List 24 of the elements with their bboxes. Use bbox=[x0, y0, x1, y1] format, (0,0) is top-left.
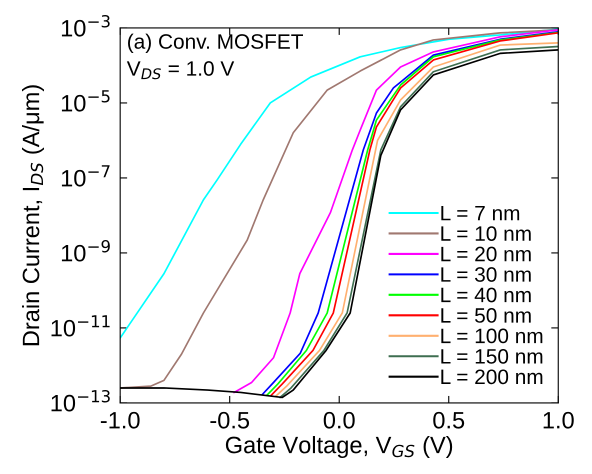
legend-label: L = 200 nm bbox=[441, 369, 542, 384]
legend-label: L = 40 nm bbox=[441, 288, 531, 302]
y-tick-label: 10$^{−9}$ bbox=[62, 240, 110, 262]
y-tick-label: 10$^{−11}$ bbox=[52, 315, 110, 337]
x-tick-label: 0.5 bbox=[433, 412, 464, 429]
y-tick-label: 10$^{−5}$ bbox=[62, 90, 110, 112]
x-tick-label: 1.0 bbox=[544, 412, 574, 429]
x-tick-label: -0.5 bbox=[210, 412, 250, 429]
legend-label: L = 10 nm bbox=[441, 226, 531, 241]
y-tick-label: 10$^{−7}$ bbox=[62, 165, 110, 187]
x-tick-label: -1.0 bbox=[100, 412, 140, 429]
y-tick-label: 10$^{−3}$ bbox=[62, 15, 110, 37]
annotation: V$_{DS}$ = 1.0 V bbox=[126, 61, 234, 80]
legend-label: L = 50 nm bbox=[441, 308, 531, 323]
x-tick-label: 0.0 bbox=[324, 412, 355, 429]
x-axis-title: Gate Voltage, V$_{GS}$ (V) bbox=[226, 436, 452, 458]
y-tick-label: 10$^{−13}$ bbox=[52, 390, 110, 412]
legend-label: L = 100 nm bbox=[441, 328, 542, 344]
y-axis-title: Drain Current, I$_{DS}$ (A/μm) bbox=[22, 85, 44, 346]
annotation: (a) Conv. MOSFET bbox=[128, 34, 303, 53]
legend-label: L = 30 nm bbox=[441, 267, 531, 282]
legend-label: L = 150 nm bbox=[441, 348, 542, 364]
legend-label: L = 7 nm bbox=[441, 206, 520, 220]
legend-label: L = 20 nm bbox=[441, 246, 531, 262]
